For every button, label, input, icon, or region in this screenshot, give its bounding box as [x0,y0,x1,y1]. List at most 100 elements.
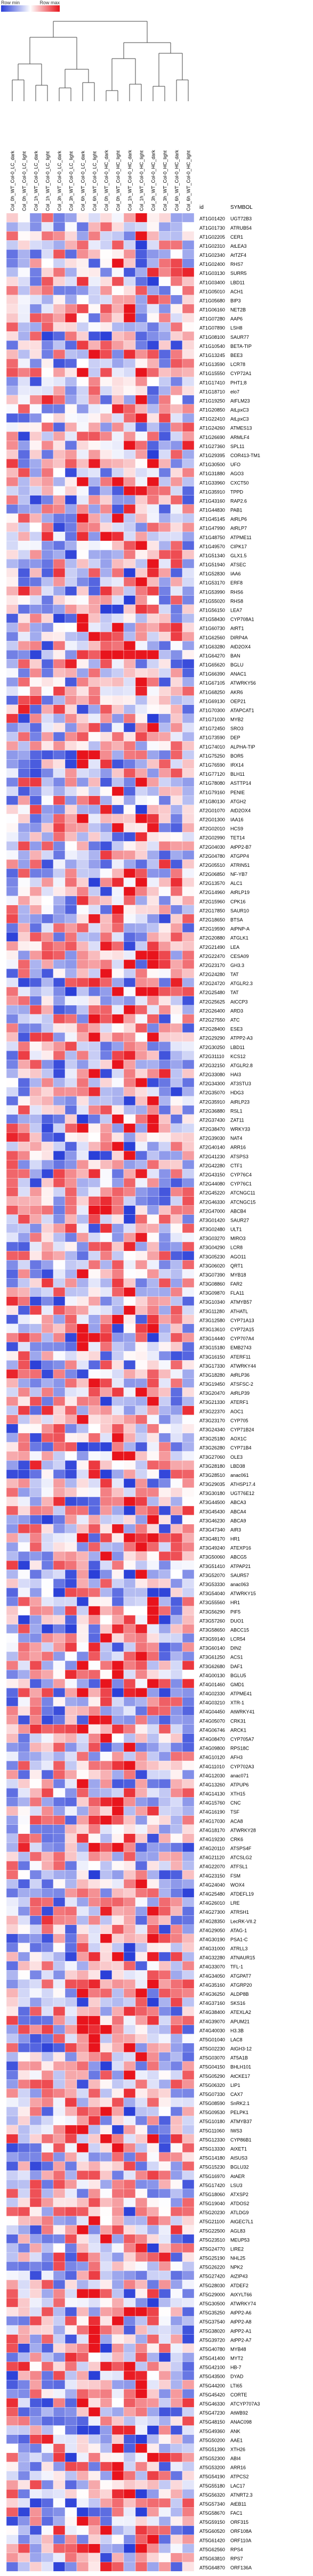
heatmap-cell [111,2352,124,2362]
heatmap-cell [182,814,195,824]
heatmap-cell [88,659,101,669]
heatmap-cell [76,1132,89,1142]
heatmap-cell [182,2352,195,2362]
heatmap-cell [182,850,195,860]
heatmap-cell [18,1141,30,1151]
heatmap-cell [76,586,89,596]
heatmap-cell [53,577,66,587]
heatmap-cell [158,2170,171,2180]
heatmap-cell [182,2161,195,2171]
heatmap-cell [88,1005,101,1015]
heatmap-cell [6,1241,19,1252]
heatmap-cell [29,1060,42,1069]
heatmap-cell [147,213,159,223]
heatmap-cell [76,1806,89,1816]
heatmap-cell [53,1305,66,1315]
heatmap-cell [18,2107,30,2117]
heatmap-cell [158,1087,171,1097]
heatmap-cell [29,1478,42,1488]
heatmap-cell [18,2189,30,2198]
heatmap-cell [41,923,54,933]
heatmap-cell [182,896,195,906]
heatmap-cell [18,1032,30,1042]
heatmap-cell [170,1633,183,1643]
heatmap-cell [111,2152,124,2162]
heatmap-cell [135,941,148,951]
heatmap-cell [6,1032,19,1042]
heatmap-cell [158,887,171,897]
heatmap-cell [100,377,113,387]
heatmap-cell [76,950,89,960]
heatmap-cell [135,1860,148,1871]
heatmap-cell [6,2243,19,2253]
heatmap-cell [100,1851,113,1862]
heatmap-cell [158,1351,171,1361]
heatmap-cell [53,1342,66,1352]
heatmap-cell [53,741,66,751]
heatmap-cell [182,805,195,815]
heatmap-cell [182,1733,195,1743]
heatmap-cell [53,777,66,787]
row-symbol-label: CYP71B4 [230,1445,252,1451]
column-label: Col_3h_WT_Col-0_HC_light [162,150,167,211]
heatmap-cell [147,2152,159,2162]
heatmap-cell [18,2225,30,2235]
heatmap-cell [135,1378,148,1388]
heatmap-cell [88,1360,101,1370]
heatmap-cell [76,550,89,559]
heatmap-cell [18,2325,30,2335]
heatmap-cell [100,1415,113,1425]
heatmap-cell [41,1415,54,1425]
heatmap-cell [76,1287,89,1297]
heatmap-cell [6,1952,19,1962]
heatmap-cell [88,1287,101,1297]
heatmap-cell [147,1314,159,1324]
heatmap-cell [29,2252,42,2262]
row-symbol-label: ANK [230,2428,240,2434]
heatmap-cell [65,322,77,332]
heatmap-cell [158,2207,171,2217]
heatmap-cell [182,1624,195,1634]
heatmap-cell [182,950,195,960]
heatmap-cell [170,1542,183,1552]
heatmap-cell [135,695,148,705]
heatmap-cell [88,750,101,760]
heatmap-cell [53,1405,66,1416]
heatmap-cell [100,969,113,978]
heatmap-cell [123,1824,136,1834]
heatmap-cell [29,1378,42,1388]
heatmap-cell [100,1351,113,1361]
heatmap-cell [147,1742,159,1752]
heatmap-cell [29,1870,42,1880]
heatmap-cell [76,1424,89,1434]
heatmap-cell [123,2562,136,2572]
heatmap-cell [147,313,159,323]
heatmap-cell [65,859,77,869]
heatmap-cell [170,1924,183,1935]
heatmap-cell [135,1551,148,1561]
row-id-label: AT4G21120 [199,1855,224,1860]
heatmap-cell [111,586,124,596]
heatmap-cell [111,2279,124,2289]
heatmap-cell [147,2544,159,2554]
heatmap-cell [135,1797,148,1807]
heatmap-cell [135,395,148,405]
heatmap-cell [6,559,19,568]
heatmap-cell [135,1697,148,1707]
heatmap-cell [182,240,195,250]
heatmap-cell [100,368,113,378]
heatmap-cell [182,1150,195,1160]
heatmap-cell [41,2370,54,2380]
row-id-label: AT3G28180 [199,1464,225,1469]
heatmap-cell [53,2325,66,2335]
heatmap-cell [18,1241,30,1252]
heatmap-cell [100,1979,113,1989]
row-id-label: AT5G44200 [199,2383,225,2388]
heatmap-cell [53,431,66,441]
heatmap-cell [53,2116,66,2126]
heatmap-cell [147,650,159,660]
heatmap-cell [123,2298,136,2307]
heatmap-cell [41,2343,54,2353]
heatmap-cell [111,2252,124,2262]
heatmap-cell [65,1679,77,1688]
